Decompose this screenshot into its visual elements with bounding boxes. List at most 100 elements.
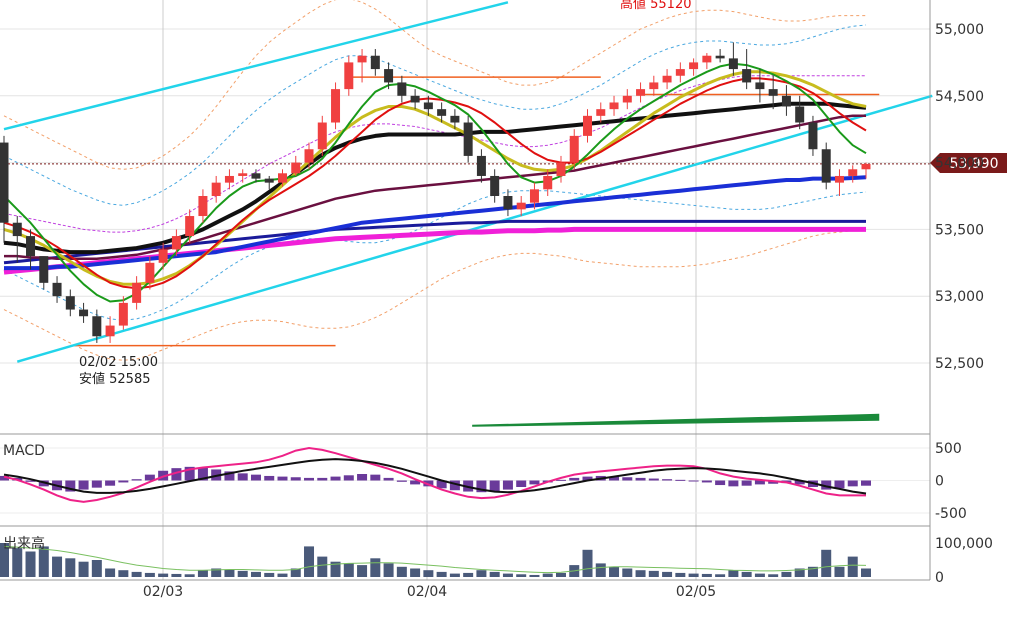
macd-line-macd: [3, 446, 866, 503]
macd-histogram-bar: [184, 466, 195, 481]
low-price-annotation: 安値 52585: [79, 371, 151, 387]
volume-bar: [582, 549, 593, 577]
volume-bar: [847, 556, 858, 577]
volume-bar: [635, 570, 646, 577]
candle-body: [450, 115, 460, 123]
volume-bar: [383, 563, 394, 577]
volume-bar: [449, 573, 460, 577]
bollinger-band-upper2-orange: [3, 0, 866, 170]
volume-axis-tick-label: 0: [935, 570, 944, 586]
x-tick-label-1: 02/04: [407, 584, 447, 600]
volume-bar: [0, 543, 9, 577]
volume-bar: [343, 563, 354, 577]
candle-body: [79, 309, 89, 317]
macd-histogram-bar: [768, 480, 779, 484]
candle-body: [437, 109, 447, 116]
macd-histogram-bar: [582, 476, 593, 481]
candle-body: [185, 216, 195, 237]
volume-bar: [794, 568, 805, 577]
candle-body: [304, 149, 314, 163]
candle-body: [158, 249, 168, 263]
candle-body: [834, 175, 844, 183]
candle-body: [52, 282, 62, 297]
volume-bar: [211, 568, 222, 577]
volume-bar: [197, 570, 208, 577]
trend-line: [3, 1, 509, 131]
volume-bar: [304, 546, 315, 577]
macd-histogram-bar: [635, 477, 646, 481]
volume-bar: [781, 571, 792, 577]
macd-axis-tick-label: 0: [935, 474, 944, 490]
volume-bar: [662, 571, 673, 577]
moving-average-mid-ma-red: [3, 77, 867, 290]
volume-bar: [370, 558, 381, 577]
candle-body: [317, 122, 327, 150]
candle-body: [516, 202, 526, 210]
macd-histogram-bar: [264, 475, 275, 481]
candle-body: [569, 135, 579, 163]
macd-axis-tick-label: 500: [935, 441, 962, 457]
candle-body: [105, 325, 115, 337]
macd-histogram-bar: [688, 480, 699, 482]
volume-bar: [555, 572, 566, 577]
volume-bar: [264, 572, 275, 577]
price-axis-tick-label: 53,000: [935, 289, 984, 305]
macd-histogram-bar: [330, 476, 341, 481]
volume-bar: [489, 571, 500, 577]
volume-bar: [410, 568, 421, 577]
high-price-annotation: 高値 55120: [620, 0, 692, 12]
macd-histogram-bar: [754, 480, 765, 485]
volume-bar: [290, 568, 301, 577]
macd-histogram-bar: [383, 477, 394, 481]
candle-body: [529, 189, 539, 203]
volume-bar: [675, 572, 686, 577]
candle-body: [118, 302, 128, 326]
x-tick-label-0: 02/03: [143, 584, 183, 600]
macd-histogram-bar: [741, 480, 752, 486]
candle-body: [26, 236, 36, 257]
candle-body: [171, 236, 181, 250]
macd-histogram-bar: [78, 480, 89, 490]
candle-body: [291, 162, 301, 174]
candle-body: [251, 173, 261, 179]
volume-bar: [118, 570, 129, 577]
macd-histogram-bar: [131, 479, 142, 481]
price-axis-tick-label: 54,500: [935, 89, 984, 105]
volume-bar: [158, 573, 169, 577]
candle-body: [596, 109, 606, 116]
volume-bar: [595, 563, 606, 577]
macd-histogram-bar: [555, 479, 566, 481]
current-price-tag: 53,990: [930, 153, 1007, 173]
macd-histogram-bar: [197, 467, 208, 481]
volume-bar: [688, 573, 699, 577]
volume-axis-tick-label: 100,000: [935, 536, 993, 552]
volume-bar: [754, 573, 765, 577]
macd-histogram-bar: [821, 480, 832, 490]
price-axis-tick-label: 54,000: [935, 156, 984, 172]
macd-histogram-bar: [105, 480, 116, 486]
volume-bar: [463, 572, 474, 577]
macd-histogram-bar: [476, 480, 487, 493]
volume-bar: [12, 548, 23, 577]
macd-histogram-bar: [304, 477, 315, 481]
macd-histogram-bar: [118, 480, 129, 483]
candle-body: [861, 163, 871, 170]
price-axis-tick-label: 53,500: [935, 222, 984, 238]
volume-bar: [728, 570, 739, 577]
volume-bar: [529, 574, 540, 577]
macd-histogram-bar: [489, 480, 500, 492]
volume-bar: [357, 565, 368, 577]
volume-bar: [38, 546, 49, 577]
macd-histogram-bar: [516, 480, 527, 487]
candle-body: [132, 282, 142, 303]
volume-panel-title: 出来高: [3, 535, 45, 552]
volume-bar: [396, 566, 407, 577]
macd-histogram-bar: [834, 480, 845, 489]
candle-body: [848, 169, 858, 176]
macd-histogram-bar: [370, 474, 381, 481]
macd-histogram-bar: [0, 475, 9, 481]
volume-bar: [131, 571, 142, 577]
volume-bar: [52, 556, 63, 577]
candle-body: [781, 95, 791, 107]
candle-body: [768, 89, 778, 96]
